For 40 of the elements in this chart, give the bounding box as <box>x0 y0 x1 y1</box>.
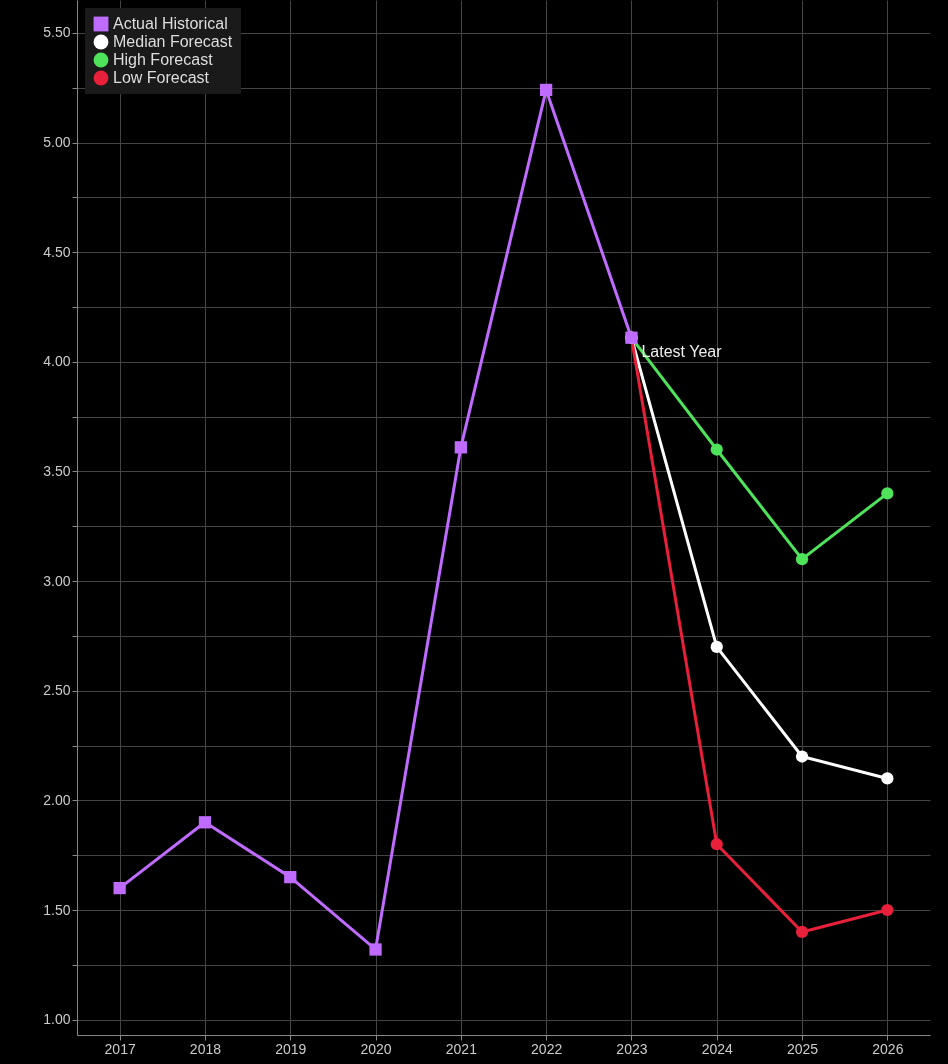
x-tick-label: 2025 <box>786 1040 819 1057</box>
legend-label: Median Forecast <box>113 33 233 50</box>
x-tick-label: 2021 <box>445 1040 478 1057</box>
point <box>284 870 297 884</box>
y-tick-label: 4.00 <box>43 353 71 370</box>
x-tick-label: 2024 <box>701 1040 734 1057</box>
point <box>710 443 723 456</box>
point <box>795 925 809 939</box>
y-tick-label: 5.50 <box>43 24 71 41</box>
y-tick-label: 5.00 <box>43 134 71 151</box>
x-tick-label: 2022 <box>531 1040 563 1057</box>
point <box>369 943 382 956</box>
y-tick-label: 4.50 <box>43 243 71 260</box>
annotation: Latest Year <box>641 342 723 360</box>
point <box>113 881 126 895</box>
point <box>795 553 809 566</box>
y-tick-label: 2.00 <box>43 791 71 808</box>
point <box>881 772 894 785</box>
point <box>710 838 723 851</box>
y-tick-label: 2.50 <box>43 682 71 699</box>
x-tick-label: 2026 <box>872 1040 904 1057</box>
point <box>881 487 894 500</box>
point <box>454 441 467 454</box>
point <box>540 83 553 97</box>
x-tick-label: 2019 <box>275 1040 307 1057</box>
x-tick-label: 2018 <box>189 1040 222 1057</box>
x-tick-label: 2020 <box>360 1040 392 1057</box>
point <box>710 640 723 653</box>
legend-label: Actual Historical <box>113 15 228 32</box>
y-tick-label: 1.00 <box>43 1011 71 1028</box>
point <box>795 750 809 763</box>
y-tick-label: 3.50 <box>43 462 71 479</box>
x-tick-label: 2017 <box>104 1040 136 1057</box>
point <box>198 816 212 829</box>
x-tick-label: 2023 <box>616 1040 648 1057</box>
legend-label: Low Forecast <box>113 69 210 86</box>
y-tick-label: 1.50 <box>43 901 71 918</box>
legend-label: High Forecast <box>113 51 214 68</box>
point <box>881 903 894 917</box>
y-tick-label: 3.00 <box>43 572 71 589</box>
